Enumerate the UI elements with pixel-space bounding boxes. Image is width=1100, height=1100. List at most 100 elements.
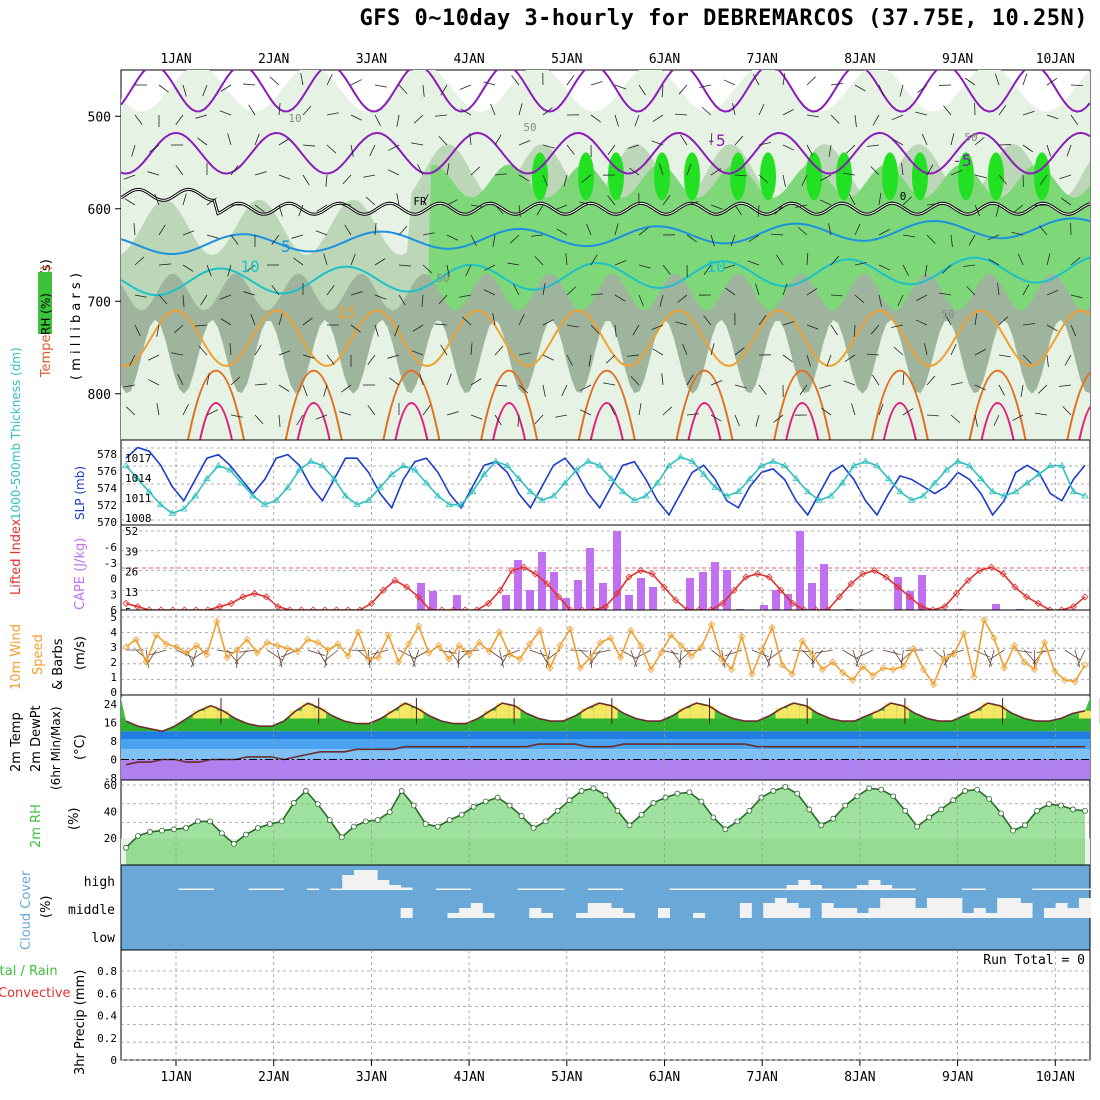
thickness-line-marker [411, 466, 419, 473]
date-label-top: 1JAN [160, 52, 191, 67]
wind10m-line-marker [919, 665, 928, 674]
lifted-index-line-marker [718, 599, 727, 607]
wind10m-barb [634, 649, 642, 667]
wind-barb [686, 163, 692, 176]
wind10m-barb [678, 649, 692, 663]
cloud-middle-bar [1008, 898, 1021, 918]
wind-barb [638, 227, 649, 236]
wind-barb [609, 404, 616, 416]
wind10m-barb [792, 649, 811, 653]
wind-barb [851, 403, 856, 416]
wind10m-barb [589, 649, 593, 668]
day-gridlines [175, 440, 1056, 1066]
lifted-index-line-marker [496, 586, 504, 594]
wind10m-barb [461, 649, 480, 652]
wind-barb [243, 83, 256, 86]
wind-barb [536, 204, 544, 216]
wind-barb [748, 234, 760, 242]
date-label-bottom: 5JAN [551, 1070, 582, 1085]
wind-barb [291, 234, 304, 239]
contour-label: 10 [240, 257, 259, 276]
cloud-high-bar [681, 888, 694, 890]
cloud-middle-bar [985, 913, 998, 918]
wind-barb [177, 374, 184, 386]
wind-barb [806, 253, 809, 266]
temp-contour-minus5-a [121, 131, 1090, 175]
temp-contour-20 [968, 369, 1027, 440]
rh-line-marker [734, 818, 741, 825]
wind-barb [806, 324, 819, 330]
wind10m-line-marker [667, 631, 675, 639]
wind-barb [149, 144, 160, 153]
cloud-high-bar [307, 888, 320, 890]
wind-barb [507, 262, 520, 266]
wind-barb [494, 384, 507, 387]
wind-barb [417, 164, 424, 176]
wind-barb [998, 316, 1008, 326]
thickness-line-marker [284, 483, 292, 490]
wind-barb [1035, 412, 1048, 416]
wind-barb [398, 225, 408, 236]
wind-barb [243, 291, 256, 296]
wind-barb [435, 323, 448, 326]
rh-line-marker [362, 818, 369, 825]
temp-warm-fill [399, 703, 412, 719]
wind-barb [438, 294, 448, 305]
rh-line-marker [159, 827, 165, 834]
wind-barb [254, 383, 267, 386]
wind-barb [943, 105, 952, 116]
wind-barb [710, 234, 715, 247]
thickness-line-marker [180, 505, 188, 512]
wind-barb [945, 314, 952, 326]
wind-barb [614, 324, 617, 337]
wind10m-barb [413, 649, 430, 660]
thickness-line-marker [1058, 461, 1066, 469]
cloud-middle-bar [774, 898, 787, 918]
pressure-tick-label: 700 [88, 295, 111, 310]
wind-barb [518, 204, 521, 217]
wind-barb [542, 107, 553, 116]
wind-barb [950, 382, 963, 386]
wind-barb [1022, 110, 1035, 116]
wind-barb [326, 74, 333, 86]
wind10m-line-marker [596, 638, 605, 647]
wind-tick: 4 [110, 626, 117, 639]
thickness-line-marker [572, 466, 581, 473]
wind-barb [867, 144, 880, 147]
date-label-top: 5JAN [551, 52, 582, 67]
temp-band [121, 739, 1090, 750]
thickness-tick: 570 [97, 516, 117, 529]
cloud-middle-bar [1020, 903, 1033, 918]
thickness-line-marker [607, 474, 615, 482]
wind-barb [974, 414, 978, 427]
cloud-high-bar [178, 888, 191, 890]
wind-barb [950, 343, 957, 356]
date-label-top: 8JAN [844, 52, 875, 67]
wind10m-line-marker [869, 671, 877, 680]
wind-barb [926, 414, 939, 417]
thickness-line-marker [341, 492, 350, 499]
cloud-high-bar [260, 888, 273, 890]
cape-bar [992, 604, 1000, 610]
wind-barb [158, 224, 166, 236]
wind-barb [806, 114, 819, 118]
wind-barb [230, 376, 241, 386]
wind10m-line-marker [294, 647, 302, 656]
wind10m-line-marker [233, 646, 241, 654]
wind10m-barb [148, 649, 167, 656]
wind-barb [339, 203, 352, 206]
wind-barb [182, 294, 185, 307]
wind10m-line-marker [859, 662, 867, 671]
wind-barb [374, 324, 379, 337]
wind-barb [438, 135, 448, 146]
cape-tick: 26 [125, 566, 138, 579]
cloud-high-bar [353, 870, 366, 890]
li-tick: 6 [110, 604, 117, 617]
cloud-high-bar [798, 880, 811, 890]
wind-barb [1059, 384, 1072, 387]
wind-barb [1066, 144, 1072, 157]
date-label-bottom: 3JAN [356, 1070, 387, 1085]
wind-barb [998, 354, 1011, 358]
wind-barb [1039, 225, 1048, 236]
temp-warm-fill [387, 710, 400, 719]
